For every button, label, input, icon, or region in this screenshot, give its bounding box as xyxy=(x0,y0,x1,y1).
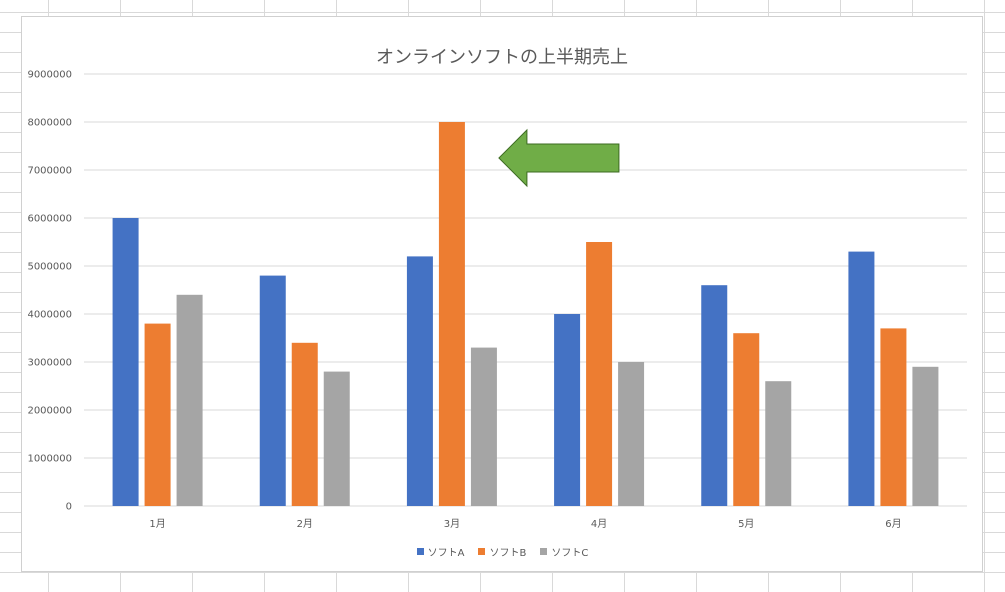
x-tick-label: 5月 xyxy=(738,518,754,530)
bar-ソフトB-5月[interactable] xyxy=(733,333,760,506)
bar-ソフトA-3月[interactable] xyxy=(406,256,433,506)
left-arrow-icon[interactable] xyxy=(498,128,620,188)
y-tick-label: 0 xyxy=(66,502,72,513)
legend-item: ソフトC xyxy=(540,544,588,559)
x-tick-label: 4月 xyxy=(591,518,607,530)
y-tick-label: 6000000 xyxy=(27,214,72,225)
legend-label: ソフトA xyxy=(427,548,465,559)
bar-ソフトB-1月[interactable] xyxy=(144,323,171,506)
bar-ソフトB-3月[interactable] xyxy=(438,122,465,506)
gridlines xyxy=(84,73,967,507)
bar-ソフトB-2月[interactable] xyxy=(291,342,318,506)
y-tick-label: 4000000 xyxy=(27,310,72,321)
legend-item: ソフトB xyxy=(478,544,526,559)
bar-ソフトC-6月[interactable] xyxy=(912,366,939,506)
legend-item: ソフトA xyxy=(416,544,465,559)
annotation-arrow xyxy=(498,128,620,188)
bar-ソフトC-2月[interactable] xyxy=(323,371,350,506)
y-tick-label: 3000000 xyxy=(27,358,72,369)
y-tick-label: 9000000 xyxy=(27,70,72,81)
legend-swatch xyxy=(478,548,486,555)
bar-ソフトA-1月[interactable] xyxy=(112,218,139,506)
bar-ソフトC-5月[interactable] xyxy=(765,381,792,506)
y-tick-label: 5000000 xyxy=(27,262,72,273)
x-tick-label: 1月 xyxy=(149,518,165,530)
y-tick-label: 1000000 xyxy=(27,454,72,465)
bar-ソフトB-6月[interactable] xyxy=(880,328,907,506)
bar-ソフトB-4月[interactable] xyxy=(586,242,613,506)
x-tick-label: 6月 xyxy=(885,518,901,530)
chart-title: オンラインソフトの上半期売上 xyxy=(376,47,628,68)
x-tick-label: 3月 xyxy=(444,518,460,530)
y-tick-label: 2000000 xyxy=(27,406,72,417)
bar-ソフトC-1月[interactable] xyxy=(176,294,203,506)
bar-ソフトA-2月[interactable] xyxy=(259,275,286,506)
bar-ソフトA-6月[interactable] xyxy=(848,251,875,506)
bar-ソフトC-3月[interactable] xyxy=(470,347,497,506)
y-tick-label: 7000000 xyxy=(27,166,72,177)
legend-swatch xyxy=(416,548,424,555)
bar-ソフトC-4月[interactable] xyxy=(618,362,645,506)
y-tick-label: 8000000 xyxy=(27,118,72,129)
legend: ソフトA ソフトB ソフトC xyxy=(0,544,1005,559)
bar-ソフトA-5月[interactable] xyxy=(701,285,728,506)
legend-label: ソフトC xyxy=(551,548,589,559)
y-axis-ticks: 0 1000000 2000000 3000000 4000000 5000000 6000… xyxy=(27,70,72,513)
bar-ソフトA-4月[interactable] xyxy=(554,314,581,506)
bars xyxy=(112,122,939,506)
legend-label: ソフトB xyxy=(489,548,527,559)
legend-swatch xyxy=(540,548,548,555)
x-axis-ticks: 1月 2月 3月 4月 5月 6月 xyxy=(149,518,901,530)
x-tick-label: 2月 xyxy=(297,518,313,530)
